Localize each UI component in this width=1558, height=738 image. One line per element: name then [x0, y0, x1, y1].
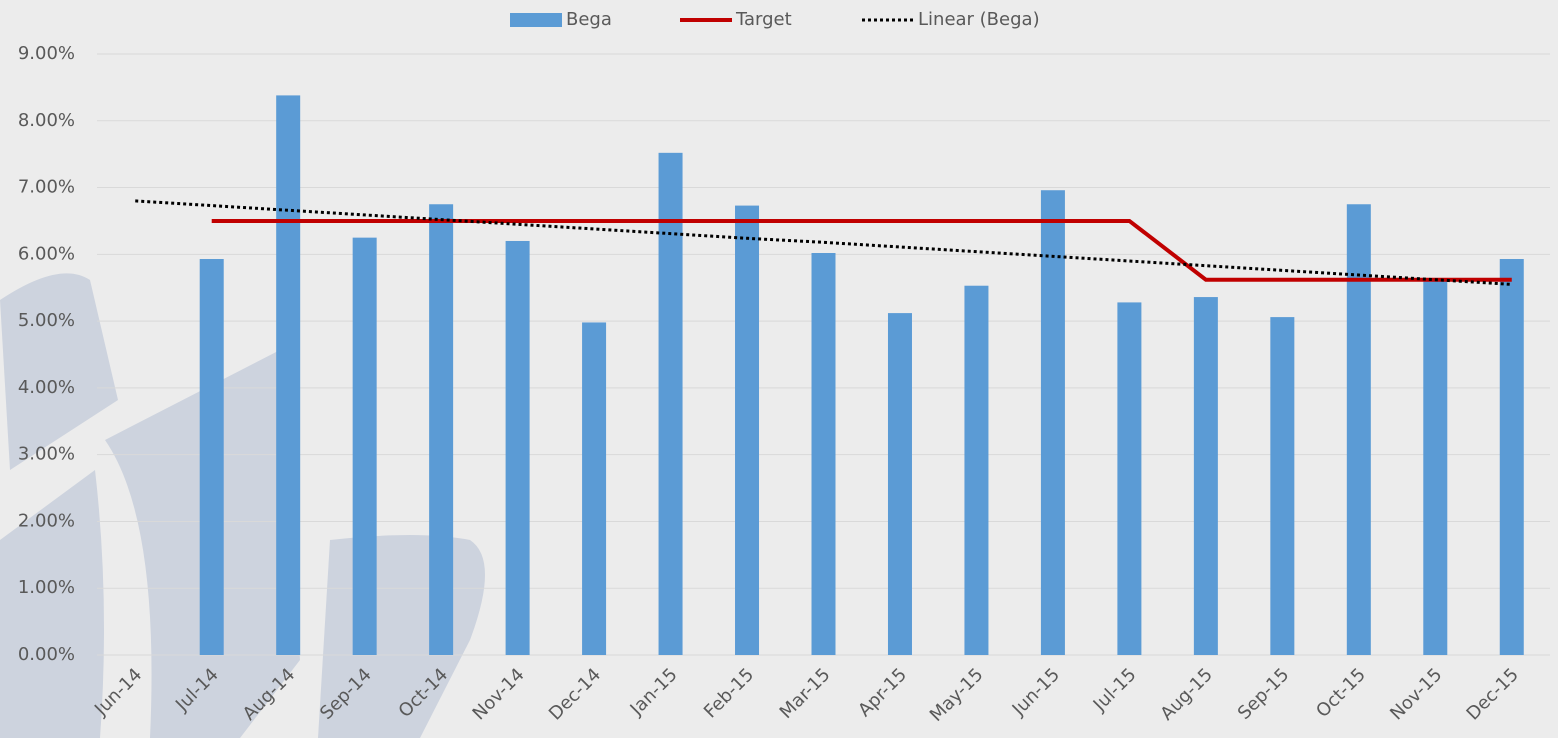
bar: [1041, 190, 1065, 655]
y-tick-label: 4.00%: [18, 377, 75, 398]
legend-label: Bega: [566, 9, 612, 30]
legend-swatch: [510, 13, 562, 27]
bar: [582, 322, 606, 655]
y-tick-label: 1.00%: [18, 577, 75, 598]
y-tick-label: 8.00%: [18, 110, 75, 131]
bar: [200, 259, 224, 655]
y-tick-label: 3.00%: [18, 444, 75, 465]
bar: [888, 313, 912, 655]
bar: [1270, 317, 1294, 655]
bar: [353, 238, 377, 655]
bar: [429, 204, 453, 655]
bar: [812, 253, 836, 655]
bar: [735, 206, 759, 655]
y-tick-label: 7.00%: [18, 177, 75, 198]
bar: [1117, 302, 1141, 655]
bar: [1500, 259, 1524, 655]
legend-label: Linear (Bega): [918, 9, 1040, 30]
bar: [659, 153, 683, 655]
bar: [276, 95, 300, 655]
bar: [1194, 297, 1218, 655]
bar: [506, 241, 530, 655]
bar: [964, 286, 988, 655]
y-tick-label: 6.00%: [18, 243, 75, 264]
y-tick-label: 2.00%: [18, 510, 75, 531]
bar: [1347, 204, 1371, 655]
bar: [1423, 280, 1447, 655]
y-tick-label: 5.00%: [18, 310, 75, 331]
page: 0.00% 1.00% 2.00% 3.00% 4.00% 5.00% 6.00% 7.00%…: [0, 0, 1558, 738]
legend-label: Target: [735, 9, 792, 30]
chart: 0.00% 1.00% 2.00% 3.00% 4.00% 5.00% 6.00% 7.00%…: [0, 0, 1558, 738]
y-tick-label: 0.00%: [18, 644, 75, 665]
y-tick-label: 9.00%: [18, 43, 75, 64]
